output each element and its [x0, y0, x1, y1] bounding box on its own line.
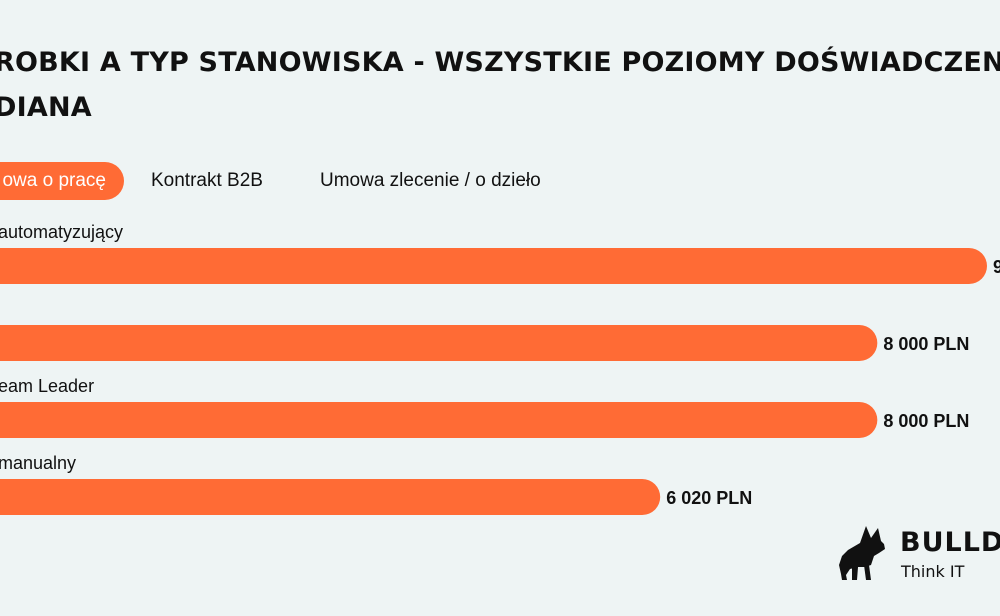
- bar-3: [0, 479, 661, 515]
- tab-kontrakt-b2b[interactable]: Kontrakt B2B: [151, 170, 263, 191]
- value-label-1: 8 000 PLN: [883, 334, 969, 354]
- tab-umowa-o-prace[interactable]: owa o pracę: [0, 162, 124, 200]
- logo-name: BULLD: [900, 527, 1000, 558]
- bar-1: [0, 325, 878, 361]
- value-label-3: 6 020 PLN: [666, 488, 752, 508]
- category-label-3: manualny: [0, 453, 76, 473]
- chart-title-line-1: ROBKI A TYP STANOWISKA - WSZYSTKIE POZIO…: [0, 47, 1000, 78]
- category-label-0: automatyzujący: [0, 222, 123, 242]
- value-label-0: 9: [993, 257, 1000, 277]
- french-bulldog-icon: [839, 526, 885, 580]
- bar-0: [0, 248, 987, 284]
- bar-2: [0, 402, 878, 438]
- category-label-2: eam Leader: [0, 376, 94, 396]
- chart-title: ROBKI A TYP STANOWISKA - WSZYSTKIE POZIO…: [0, 40, 1000, 130]
- chart-title-line-2: DIANA: [0, 92, 92, 123]
- tab-umowa-zlecenie[interactable]: Umowa zlecenie / o dzieło: [320, 170, 541, 191]
- value-label-2: 8 000 PLN: [883, 411, 969, 431]
- bulldogjob-logo: BULLD Think IT: [838, 523, 1000, 583]
- logo-tagline: Think IT: [901, 562, 965, 581]
